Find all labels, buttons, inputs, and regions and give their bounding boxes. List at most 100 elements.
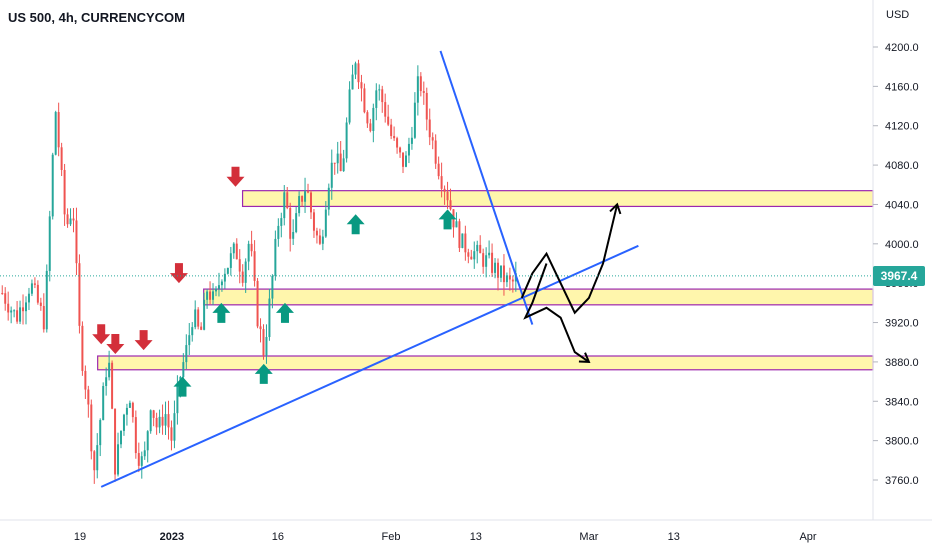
sell-arrow-icon xyxy=(226,166,245,187)
candle-body xyxy=(146,431,149,451)
candle-body xyxy=(271,276,274,299)
candle-body xyxy=(434,140,437,164)
y-tick-label: 3760.0 xyxy=(885,475,919,487)
candle-body xyxy=(22,307,25,312)
candle-body xyxy=(10,310,13,313)
candle-body xyxy=(229,253,232,268)
candle-body xyxy=(479,244,482,254)
buy-arrow-icon xyxy=(173,376,192,397)
trendlines xyxy=(100,50,639,488)
candle-body xyxy=(176,383,179,414)
projection xyxy=(520,202,622,363)
candle-body xyxy=(286,192,289,208)
candle-body xyxy=(13,310,16,312)
sell-arrow-icon xyxy=(106,334,125,355)
candle-body xyxy=(96,445,99,471)
candle-body xyxy=(241,271,244,283)
buy-arrow-icon xyxy=(212,302,231,323)
candle-body xyxy=(419,76,422,92)
candle-body xyxy=(217,285,220,289)
candle-body xyxy=(137,453,140,466)
candle-body xyxy=(256,280,259,327)
candle-body xyxy=(203,299,206,330)
candle-body xyxy=(508,275,511,280)
candle-body xyxy=(342,158,345,172)
candle-body xyxy=(72,218,75,221)
candle-body xyxy=(30,283,33,294)
candle-body xyxy=(262,329,265,356)
candle-body xyxy=(268,298,271,338)
candle-body xyxy=(369,123,372,131)
last-price-badge: 3967.4 xyxy=(873,265,925,286)
candle-body xyxy=(298,196,301,214)
y-tick-label: 4200.0 xyxy=(885,42,919,54)
candle-body xyxy=(505,275,508,283)
candle-body xyxy=(360,82,363,89)
candle-body xyxy=(122,414,125,431)
candle-body xyxy=(226,267,229,274)
candle-body xyxy=(200,326,203,330)
candle-body xyxy=(404,155,407,167)
candle-body xyxy=(381,89,384,103)
candle-body xyxy=(277,225,280,239)
candle-body xyxy=(185,345,188,363)
candle-body xyxy=(36,284,39,303)
x-tick-label: Mar xyxy=(579,531,598,543)
candle-body xyxy=(491,252,494,273)
candle-body xyxy=(87,389,90,405)
candle-body xyxy=(140,456,143,466)
x-tick-label: 13 xyxy=(668,531,680,543)
y-tick-label: 3800.0 xyxy=(885,436,919,448)
candle-body xyxy=(182,362,185,377)
candle-body xyxy=(250,243,253,252)
buy-arrow-icon xyxy=(275,302,294,323)
candle-body xyxy=(161,416,164,426)
candle-body xyxy=(131,402,134,418)
candle-body xyxy=(197,309,200,327)
x-axis[interactable]: 19 2023 16 Feb 13 Mar 13 Apr xyxy=(74,531,817,543)
candle-body xyxy=(307,191,310,193)
y-tick-label: 3880.0 xyxy=(885,357,919,369)
support-zone xyxy=(97,355,874,371)
y-tick-label: 4040.0 xyxy=(885,199,919,211)
candle-body xyxy=(54,112,57,155)
sell-arrow-icon xyxy=(92,324,111,345)
candle-body xyxy=(428,119,431,138)
candle-body xyxy=(45,270,48,330)
candle-body xyxy=(90,404,93,452)
x-tick-label: 16 xyxy=(272,531,284,543)
y-axis[interactable]: 4200.04160.04120.04080.04040.04000.03960… xyxy=(873,42,919,487)
candle-body xyxy=(357,63,360,83)
buy-arrow-icon xyxy=(438,209,457,230)
candle-body xyxy=(212,291,215,300)
candle-body xyxy=(446,191,449,201)
candle-body xyxy=(16,310,19,322)
candle-body xyxy=(1,293,4,295)
candle-body xyxy=(214,288,217,292)
signal-arrows xyxy=(92,166,457,397)
candle-body xyxy=(396,138,399,148)
candle-body xyxy=(416,76,419,103)
candle-body xyxy=(209,291,212,300)
candle-body xyxy=(354,63,357,75)
candle-body xyxy=(366,112,369,124)
candle-body xyxy=(125,407,128,415)
candle-body xyxy=(384,102,387,117)
candle-body xyxy=(78,263,81,326)
support-zone xyxy=(241,190,874,208)
candle-body xyxy=(345,122,348,159)
candle-body xyxy=(206,291,209,300)
candle-body xyxy=(93,451,96,471)
symbol-title[interactable]: US 500, 4h, CURRENCYCOM xyxy=(8,10,185,25)
candle-body xyxy=(51,154,54,217)
y-tick-label: 4000.0 xyxy=(885,239,919,251)
candle-body xyxy=(194,309,197,328)
candle-body xyxy=(295,213,298,233)
candle-body xyxy=(336,153,339,164)
candle-body xyxy=(149,410,152,432)
candle-body xyxy=(60,147,63,170)
candle-body xyxy=(387,116,390,125)
candle-body xyxy=(33,283,36,285)
candle-body xyxy=(69,218,72,225)
